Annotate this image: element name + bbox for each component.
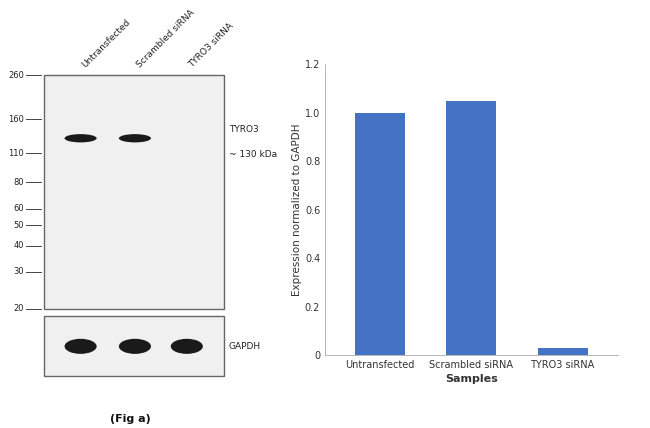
Bar [446, 101, 497, 355]
Text: 30: 30 [13, 267, 24, 276]
Text: 50: 50 [13, 221, 24, 230]
Ellipse shape [171, 339, 203, 354]
Text: TYRO3 siRNA: TYRO3 siRNA [187, 21, 235, 69]
Ellipse shape [64, 134, 97, 143]
Text: 20: 20 [13, 304, 24, 313]
Text: ~ 130 kDa: ~ 130 kDa [229, 149, 277, 158]
Text: 260: 260 [8, 71, 24, 80]
Text: 40: 40 [13, 241, 24, 250]
Text: 80: 80 [13, 178, 24, 187]
Text: 160: 160 [8, 115, 24, 124]
Bar [538, 348, 588, 355]
Bar [44, 75, 224, 309]
Text: GAPDH: GAPDH [229, 342, 261, 351]
Y-axis label: Expression normalized to GAPDH: Expression normalized to GAPDH [292, 123, 302, 296]
X-axis label: Samples: Samples [445, 374, 498, 384]
Text: Untransfected: Untransfected [81, 18, 133, 69]
Ellipse shape [119, 339, 151, 354]
Text: 110: 110 [8, 149, 24, 158]
Ellipse shape [64, 339, 97, 354]
Text: (Fig a): (Fig a) [110, 414, 150, 424]
Text: Scrambled siRNA: Scrambled siRNA [135, 8, 196, 69]
Text: TYRO3: TYRO3 [229, 125, 259, 134]
Bar [44, 316, 224, 377]
Bar [355, 113, 405, 355]
Ellipse shape [119, 134, 151, 143]
Text: 60: 60 [13, 204, 24, 213]
